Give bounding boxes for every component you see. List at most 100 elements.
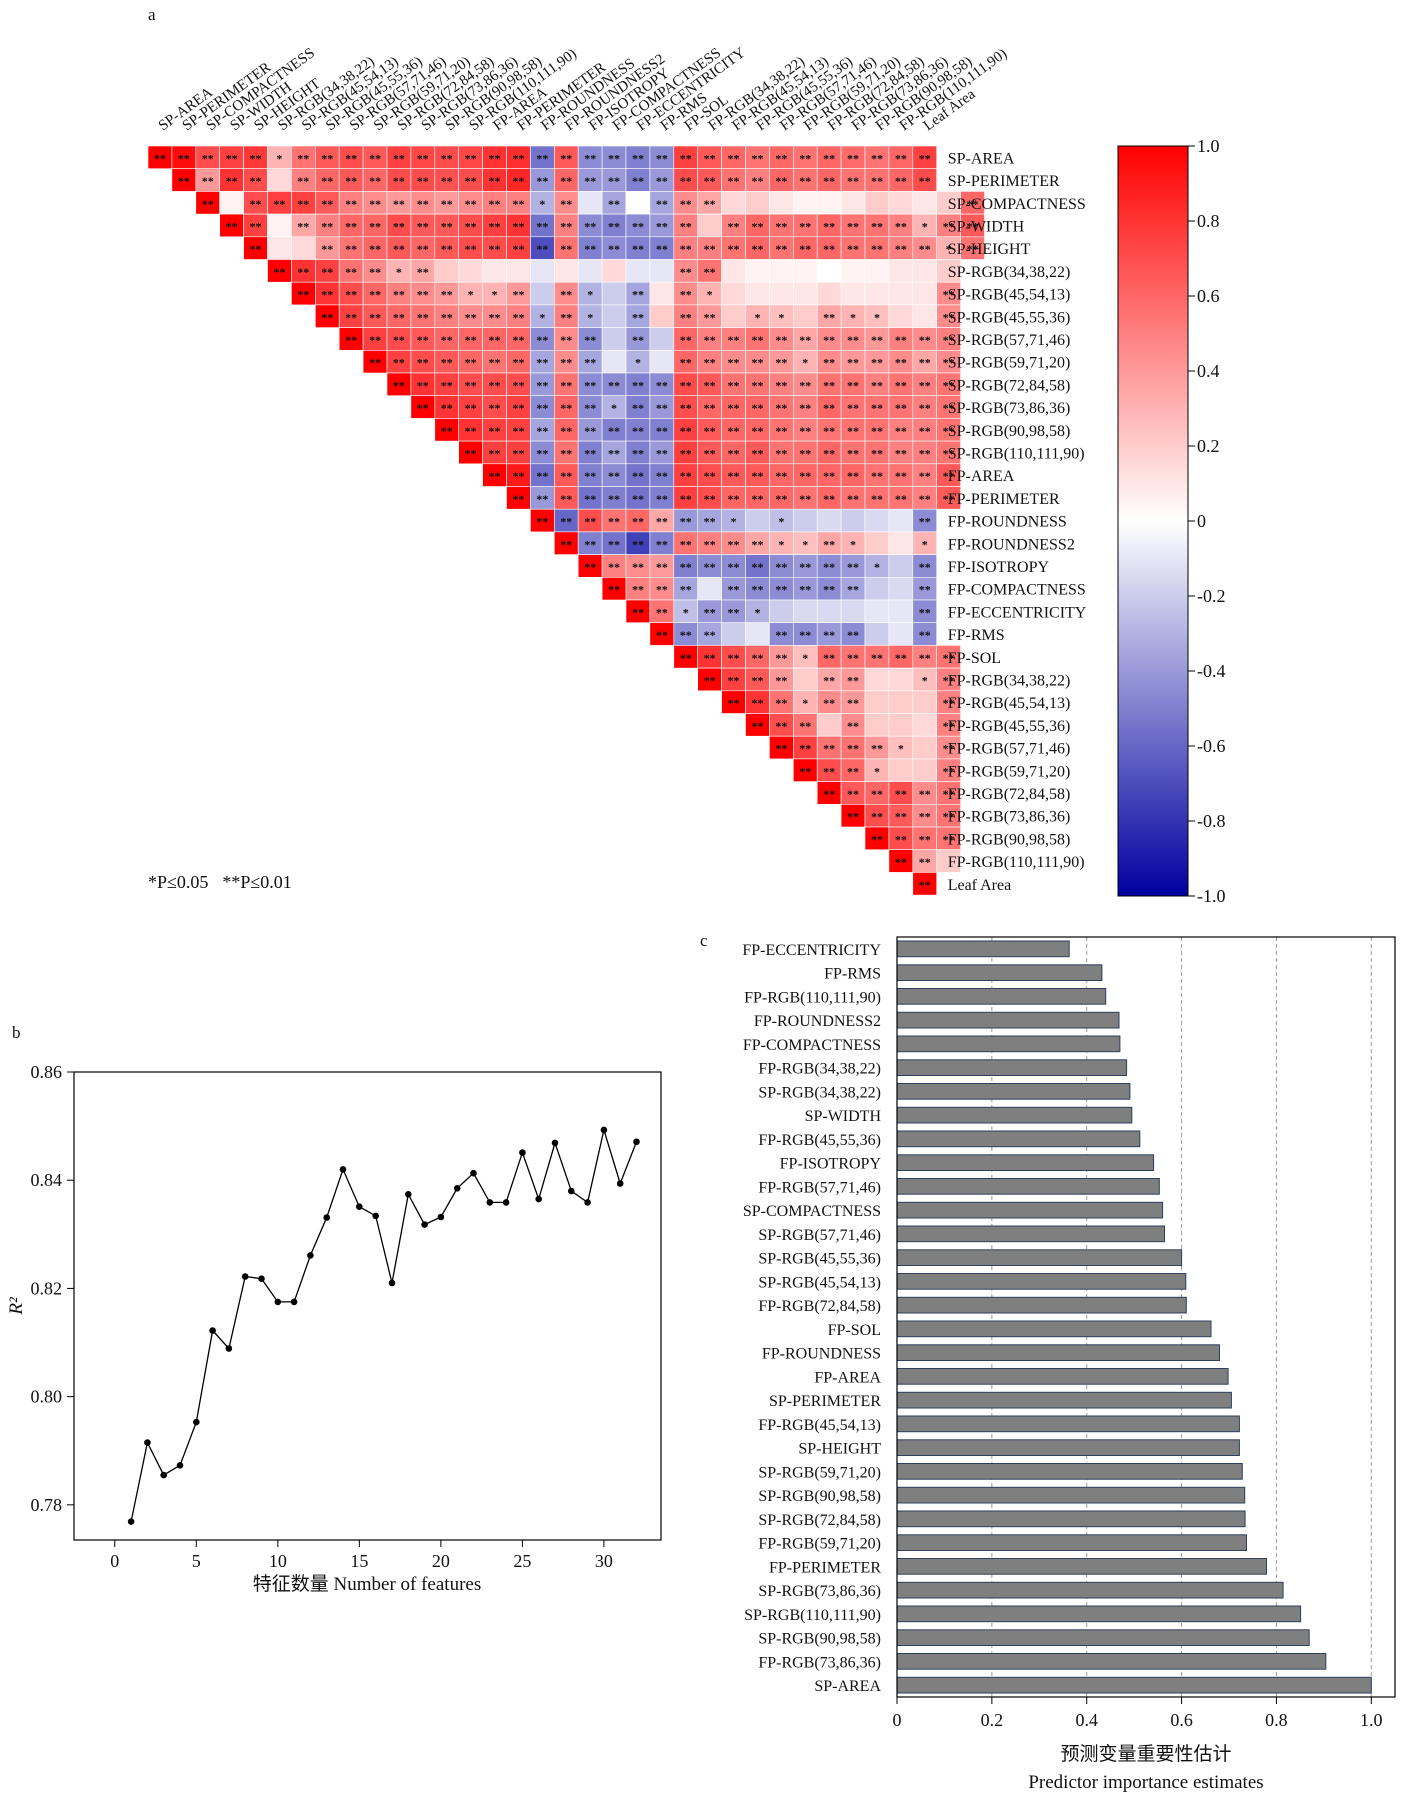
significance-mark: ** (895, 151, 907, 165)
significance-mark: ** (202, 174, 214, 188)
significance-mark: ** (752, 151, 764, 165)
significance-mark: ** (417, 219, 429, 233)
x-tick-label: 0.6 (1170, 1710, 1193, 1730)
heatmap-cell (601, 304, 627, 328)
significance-mark: * (587, 310, 593, 324)
category-label: FP-AREA (814, 1369, 881, 1386)
heatmap-cells: ** ** ** ** ** * ** ** ** ** ** ** ** ** ** ** ** ** ** ** *… (147, 145, 985, 896)
heatmap-cell (840, 508, 866, 533)
r2-point (421, 1221, 428, 1228)
heatmap-cell (577, 191, 603, 215)
significance-mark: ** (345, 242, 357, 256)
significance-mark: ** (704, 265, 716, 279)
importance-bar (896, 1605, 1302, 1623)
colorbar-tick-label: 0 (1197, 511, 1206, 531)
significance-mark: ** (728, 560, 740, 574)
significance-mark: ** (775, 674, 787, 688)
heatmap-cell (721, 191, 746, 215)
heatmap-cell (888, 690, 914, 714)
significance-mark: ** (752, 651, 764, 665)
significance-mark: ** (799, 333, 811, 347)
significance-mark: ** (656, 492, 668, 506)
significance-mark: ** (847, 719, 859, 733)
significance-mark: ** (369, 174, 381, 188)
significance-mark: ** (536, 492, 548, 506)
significance-mark: ** (799, 469, 811, 483)
significance-mark: ** (728, 219, 740, 233)
significance-mark: ** (943, 401, 955, 415)
heatmap-cell (792, 508, 818, 533)
significance-mark: ** (823, 333, 835, 347)
importance-bars (896, 940, 1372, 1694)
significance-mark: ** (369, 219, 381, 233)
significance-mark: ** (728, 583, 740, 597)
heatmap-cell (267, 213, 292, 238)
significance-mark: ** (393, 378, 405, 392)
x-tick-label: 1.0 (1360, 1710, 1383, 1730)
heatmap-cell (912, 281, 937, 306)
heatmap-row-label: SP-RGB(34,38,22) (948, 264, 1071, 281)
significance-mark: ** (536, 469, 548, 483)
importance-bar (896, 1320, 1212, 1338)
x-tick-label: 0.4 (1075, 1710, 1098, 1730)
heatmap-row-label: FP-RGB(45,55,36) (948, 718, 1071, 735)
significance-mark: ** (489, 310, 501, 324)
heatmap-row-label: FP-RGB(57,71,46) (948, 741, 1071, 758)
significance-mark: ** (321, 151, 333, 165)
significance-mark: ** (656, 605, 668, 619)
significance-mark: ** (704, 151, 716, 165)
significance-mark: ** (465, 242, 477, 256)
heatmap-row-labels: SP-AREA SP-PERIMETER SP-COMPACTNESS SP-WIDT… (948, 150, 1087, 893)
significance-mark: ** (871, 446, 883, 460)
heatmap-cell (458, 259, 483, 283)
significance-mark: ** (560, 356, 572, 370)
significance-mark: ** (752, 378, 764, 392)
heatmap-cell (864, 622, 890, 646)
significance-mark: ** (560, 469, 572, 483)
importance-bar-chart-panel: c FP-ECCENTRICITY FP-RMS FP-RGB(110,111,90… (700, 931, 1396, 1793)
significance-mark: ** (417, 242, 429, 256)
significance-mark: * (539, 310, 545, 324)
heatmap-cell (577, 259, 603, 283)
heatmap-cell (840, 281, 866, 306)
r2-line-chart-panel: b 0 5 10 15 20 25 30 0.78 0.80 0.82 0.84 0.86 特征数量 … (6, 1023, 662, 1595)
significance-mark: ** (919, 174, 931, 188)
significance-mark: ** (823, 492, 835, 506)
significance-mark: ** (465, 378, 477, 392)
importance-bar (896, 1415, 1240, 1433)
significance-mark: ** (273, 197, 285, 211)
heatmap-row-label: FP-RGB(45,54,13) (948, 695, 1071, 712)
r2-point (144, 1439, 151, 1446)
significance-mark: ** (608, 537, 620, 551)
significance-mark: ** (823, 764, 835, 778)
significance-mark: ** (871, 832, 883, 846)
significance-mark: ** (632, 492, 644, 506)
significance-mark: ** (847, 151, 859, 165)
heatmap-cell (745, 281, 770, 306)
significance-mark: ** (560, 333, 572, 347)
heatmap-row-label: FP-RGB(90,98,58) (948, 831, 1071, 848)
heatmap-cell (553, 259, 579, 283)
heatmap-cell (816, 259, 842, 283)
importance-bar (896, 1201, 1164, 1219)
significance-mark: ** (895, 174, 907, 188)
significance-mark: ** (560, 310, 572, 324)
y-tick-label: 0.86 (31, 1062, 63, 1082)
significance-mark: * (922, 219, 928, 233)
heatmap-cell (864, 191, 890, 215)
significance-mark: ** (775, 583, 787, 597)
significance-mark: ** (584, 378, 596, 392)
significance-mark: ** (943, 424, 955, 438)
significance-mark: ** (943, 356, 955, 370)
significance-mark: ** (393, 219, 405, 233)
significance-mark: ** (775, 242, 787, 256)
heatmap-cell (601, 327, 627, 351)
heatmap-cell (267, 236, 292, 260)
significance-mark: ** (393, 288, 405, 302)
significance-mark: ** (226, 174, 238, 188)
significance-mark: ** (728, 333, 740, 347)
colorbar-tick-label: -0.8 (1197, 811, 1226, 831)
significance-mark: ** (775, 696, 787, 710)
significance-mark: * (874, 310, 880, 324)
significance-mark: ** (656, 219, 668, 233)
